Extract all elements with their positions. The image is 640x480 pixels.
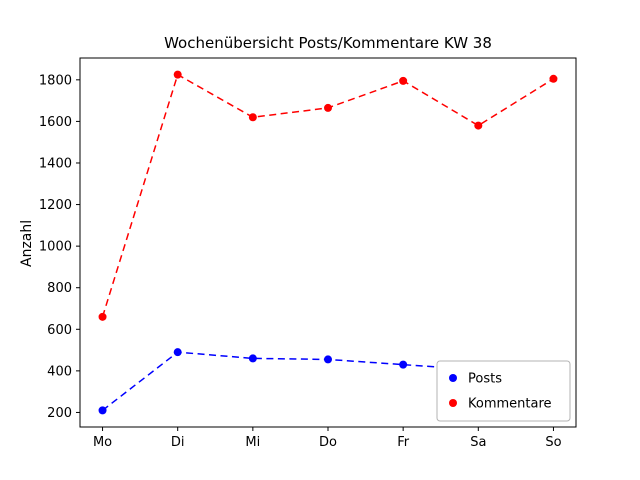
- data-point-posts: [98, 406, 107, 415]
- x-tick-label: Sa: [470, 435, 486, 450]
- data-point-posts: [399, 360, 408, 369]
- data-point-kommentare: [324, 103, 332, 112]
- data-point-posts: [248, 354, 257, 363]
- legend-marker-posts: [449, 374, 457, 382]
- y-tick-label: 1400: [39, 156, 72, 171]
- y-tick-label: 1800: [39, 73, 72, 88]
- x-tick-label: Di: [171, 435, 185, 450]
- y-tick-label: 1600: [39, 115, 72, 130]
- legend-box: [436, 360, 571, 422]
- legend-label-posts: Posts: [468, 372, 502, 387]
- y-tick-label: 200: [47, 406, 72, 421]
- chart-title: Wochenübersicht Posts/Kommentare KW 38: [164, 34, 492, 52]
- legend-marker-kommentare: [449, 399, 457, 407]
- y-tick-label: 600: [47, 323, 72, 338]
- data-point-kommentare: [248, 113, 257, 122]
- data-point-posts: [173, 348, 182, 357]
- data-point-kommentare: [173, 70, 182, 79]
- x-tick-label: Mi: [245, 435, 260, 450]
- legend-label-kommentare: Kommentare: [468, 397, 552, 412]
- y-tick-label: 1000: [39, 240, 72, 255]
- data-point-kommentare: [474, 121, 483, 130]
- x-tick-label: Mo: [93, 435, 112, 450]
- y-tick-label: 800: [47, 281, 72, 296]
- y-tick-label: 400: [47, 364, 72, 379]
- y-tick-label: 1200: [39, 198, 72, 213]
- x-tick-label: Fr: [397, 435, 410, 450]
- data-point-kommentare: [549, 74, 558, 83]
- data-point-posts: [324, 355, 332, 364]
- data-point-kommentare: [399, 76, 408, 85]
- x-tick-label: So: [545, 435, 561, 450]
- data-point-kommentare: [98, 312, 107, 321]
- x-tick-label: Do: [319, 435, 337, 450]
